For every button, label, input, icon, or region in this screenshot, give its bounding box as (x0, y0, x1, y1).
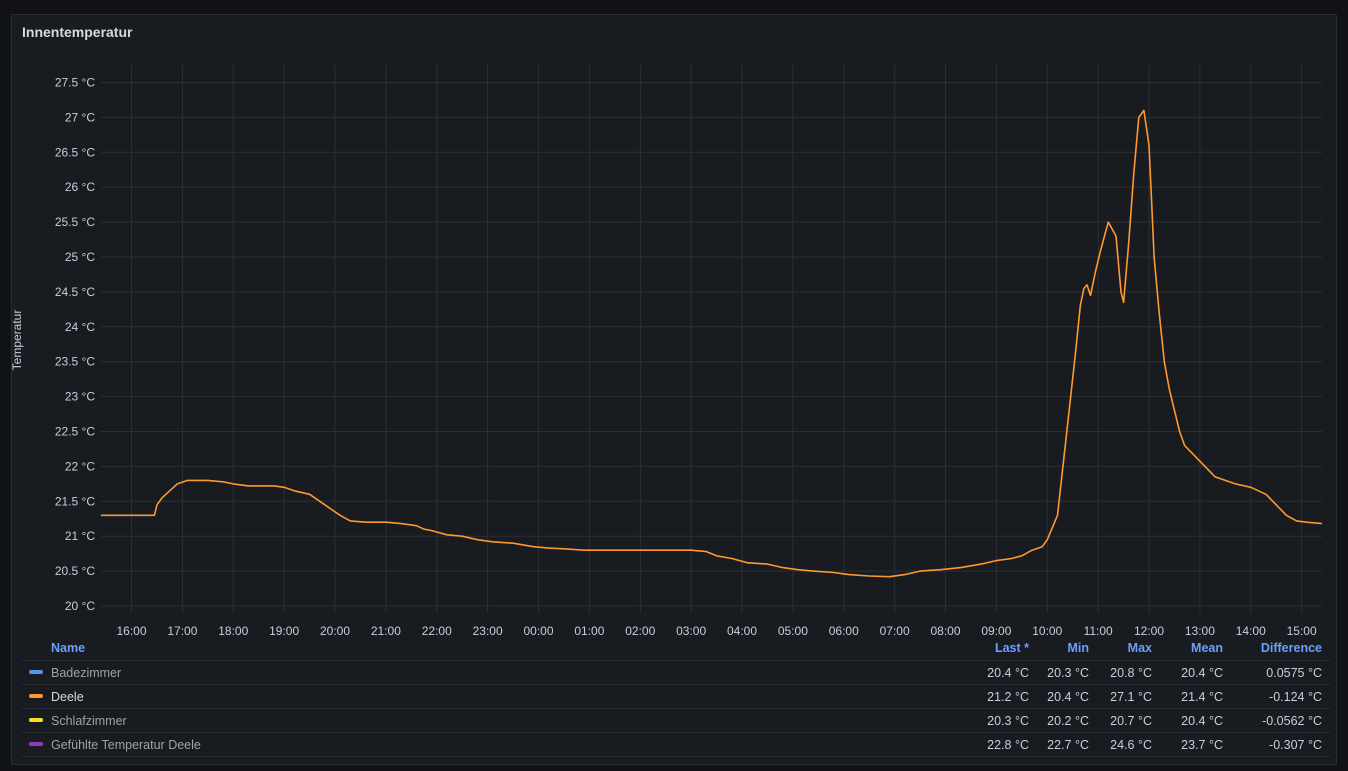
legend-row-gefuehlte-temperatur-deele[interactable]: Gefühlte Temperatur Deele 22.8 °C 22.7 °… (22, 732, 1330, 757)
y-tick-label: 20 °C (65, 599, 95, 613)
y-tick-label: 25.5 °C (55, 215, 95, 229)
x-tick-label: 18:00 (218, 624, 248, 638)
x-tick-label: 05:00 (778, 624, 808, 638)
y-tick-label: 21 °C (65, 529, 95, 543)
x-tick-label: 13:00 (1185, 624, 1215, 638)
legend-mean-value: 21.4 °C (1160, 684, 1231, 709)
legend-difference-value: -0.0562 °C (1231, 708, 1330, 733)
legend-difference-value: 0.0575 °C (1231, 660, 1330, 685)
legend-mean-value: 23.7 °C (1160, 732, 1231, 757)
series-color-swatch[interactable] (29, 742, 43, 747)
x-tick-label: 22:00 (422, 624, 452, 638)
legend-max-value: 20.7 °C (1097, 708, 1160, 733)
panel-title[interactable]: Innentemperatur (22, 24, 133, 40)
x-tick-label: 07:00 (880, 624, 910, 638)
legend-row-schlafzimmer[interactable]: Schlafzimmer 20.3 °C 20.2 °C 20.7 °C 20.… (22, 708, 1330, 733)
legend-min-value: 22.7 °C (1037, 732, 1097, 757)
series-line-deele[interactable] (101, 109, 1323, 578)
legend-max-value: 27.1 °C (1097, 684, 1160, 709)
legend-series-name[interactable]: Gefühlte Temperatur Deele (51, 737, 201, 752)
y-tick-label: 20.5 °C (55, 564, 95, 578)
x-tick-label: 09:00 (981, 624, 1011, 638)
legend-min-value: 20.2 °C (1037, 708, 1097, 733)
legend-series-name[interactable]: Schlafzimmer (51, 713, 127, 728)
x-tick-label: 12:00 (1134, 624, 1164, 638)
y-tick-label: 23 °C (65, 390, 95, 404)
legend-header-row: Name Last * Min Max Mean Difference (22, 636, 1330, 661)
x-tick-label: 15:00 (1287, 624, 1317, 638)
y-tick-label: 27 °C (65, 110, 95, 124)
legend-max-value: 24.6 °C (1097, 732, 1160, 757)
legend-header-max[interactable]: Max (1097, 636, 1160, 661)
legend-header-mean[interactable]: Mean (1160, 636, 1231, 661)
series-color-swatch[interactable] (29, 718, 43, 723)
legend-header-min[interactable]: Min (1037, 636, 1097, 661)
x-tick-label: 21:00 (371, 624, 401, 638)
x-tick-label: 08:00 (931, 624, 961, 638)
series-color-swatch[interactable] (29, 694, 43, 699)
x-tick-label: 04:00 (727, 624, 757, 638)
legend-last-value: 21.2 °C (962, 684, 1037, 709)
y-tick-label: 24 °C (65, 320, 95, 334)
y-tick-label: 25 °C (65, 250, 95, 264)
y-tick-label: 26.5 °C (55, 145, 95, 159)
legend-last-value: 22.8 °C (962, 732, 1037, 757)
x-tick-label: 23:00 (473, 624, 503, 638)
y-tick-label: 22.5 °C (55, 424, 95, 438)
legend-mean-value: 20.4 °C (1160, 660, 1231, 685)
temperature-chart[interactable]: 20 °C 20.5 °C 21 °C 21.5 °C 22 °C 22.5 °C 23 °… (0, 0, 1348, 640)
y-tick-label: 26 °C (65, 180, 95, 194)
legend-difference-value: -0.124 °C (1231, 684, 1330, 709)
legend-table: Name Last * Min Max Mean Difference Bade… (22, 636, 1330, 757)
x-tick-label: 16:00 (117, 624, 147, 638)
legend-series-name[interactable]: Deele (51, 689, 84, 704)
x-tick-label: 19:00 (269, 624, 299, 638)
legend-header-last[interactable]: Last * (962, 636, 1037, 661)
legend-row-badezimmer[interactable]: Badezimmer 20.4 °C 20.3 °C 20.8 °C 20.4 … (22, 660, 1330, 685)
x-tick-label: 01:00 (574, 624, 604, 638)
legend-mean-value: 20.4 °C (1160, 708, 1231, 733)
x-tick-label: 06:00 (829, 624, 859, 638)
x-tick-label: 17:00 (167, 624, 197, 638)
legend-last-value: 20.3 °C (962, 708, 1037, 733)
legend-difference-value: -0.307 °C (1231, 732, 1330, 757)
legend-header-difference[interactable]: Difference (1231, 636, 1330, 661)
y-tick-label: 21.5 °C (55, 494, 95, 508)
x-tick-label: 20:00 (320, 624, 350, 638)
legend-max-value: 20.8 °C (1097, 660, 1160, 685)
y-tick-label: 22 °C (65, 459, 95, 473)
y-tick-label: 27.5 °C (55, 75, 95, 89)
x-tick-label: 00:00 (524, 624, 554, 638)
legend-min-value: 20.4 °C (1037, 684, 1097, 709)
x-tick-label: 14:00 (1236, 624, 1266, 638)
y-tick-label: 24.5 °C (55, 285, 95, 299)
legend-min-value: 20.3 °C (1037, 660, 1097, 685)
series-color-swatch[interactable] (29, 670, 43, 675)
x-tick-label: 11:00 (1084, 624, 1113, 638)
legend-header-name[interactable]: Name (22, 636, 962, 661)
legend-row-deele[interactable]: Deele 21.2 °C 20.4 °C 27.1 °C 21.4 °C -0… (22, 684, 1330, 709)
x-tick-label: 10:00 (1032, 624, 1062, 638)
legend-series-name[interactable]: Badezimmer (51, 665, 122, 680)
x-tick-label: 02:00 (625, 624, 655, 638)
y-tick-label: 23.5 °C (55, 355, 95, 369)
x-tick-label: 03:00 (676, 624, 706, 638)
legend-last-value: 20.4 °C (962, 660, 1037, 685)
